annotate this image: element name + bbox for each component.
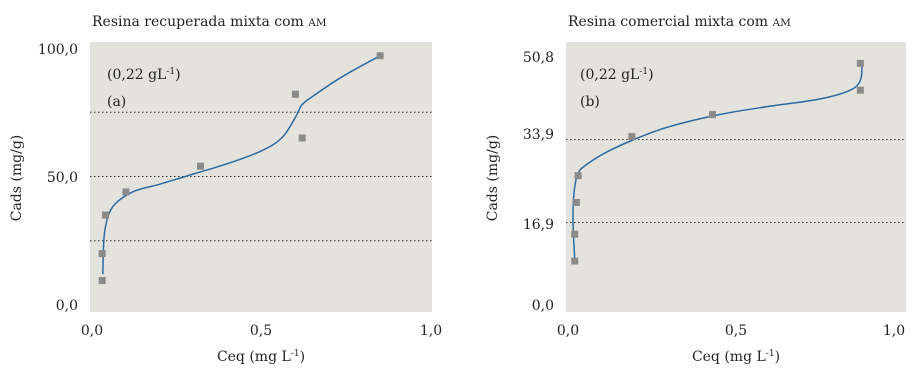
y-tick-left-50: 50,0 bbox=[47, 170, 78, 186]
fit-curve-left bbox=[102, 55, 381, 275]
x-tick-left-1: 1,0 bbox=[420, 323, 442, 339]
data-point-left-0 bbox=[98, 277, 106, 285]
plot-area-right bbox=[566, 42, 906, 312]
chart-right: Resina comercial mixta com AM (0,22 gL-1… bbox=[485, 14, 906, 365]
data-point-right-5 bbox=[708, 111, 716, 119]
data-points-left bbox=[98, 52, 384, 285]
concentration-label-left: (0,22 gL-1) bbox=[107, 67, 181, 83]
y-axis-label-right: Cads (mg/g) bbox=[485, 135, 501, 222]
x-tick-right-1: 1,0 bbox=[883, 323, 905, 339]
data-point-right-3 bbox=[574, 172, 582, 180]
data-point-left-5 bbox=[291, 90, 299, 98]
chart-right-title: Resina comercial mixta com AM bbox=[568, 14, 791, 30]
data-points-right bbox=[571, 59, 864, 265]
data-point-left-4 bbox=[196, 162, 204, 170]
y-tick-left-100: 100,0 bbox=[38, 42, 78, 58]
data-point-left-2 bbox=[102, 211, 110, 219]
data-point-left-6 bbox=[298, 134, 306, 142]
concentration-label-right: (0,22 gL-1) bbox=[580, 67, 654, 83]
chart-left: Resina recuperada mixta com AM (0,22 gL-… bbox=[9, 14, 442, 365]
y-tick-right-339: 33,9 bbox=[523, 127, 554, 143]
data-point-left-1 bbox=[98, 250, 106, 258]
y-tick-left-0: 0,0 bbox=[56, 298, 78, 314]
x-tick-right-0: 0,0 bbox=[557, 323, 579, 339]
x-tick-left-0: 0,0 bbox=[81, 323, 103, 339]
chart-left-title: Resina recuperada mixta com AM bbox=[92, 14, 327, 30]
data-point-right-2 bbox=[572, 198, 580, 206]
y-axis-label-left: Cads (mg/g) bbox=[9, 135, 25, 222]
data-point-left-3 bbox=[122, 188, 130, 196]
fit-curve-right bbox=[572, 65, 863, 259]
y-tick-right-169: 16,9 bbox=[523, 217, 554, 233]
x-axis-label-right: Ceq (mg L-1) bbox=[692, 349, 780, 365]
data-point-right-0 bbox=[571, 257, 579, 265]
y-tick-right-508: 50,8 bbox=[523, 50, 554, 66]
data-point-left-7 bbox=[376, 52, 384, 60]
x-tick-right-05: 0,5 bbox=[725, 323, 747, 339]
panel-label-a: (a) bbox=[107, 94, 126, 110]
gridlines-right bbox=[566, 139, 906, 223]
y-tick-right-0: 0,0 bbox=[532, 298, 554, 314]
data-point-right-7 bbox=[856, 86, 864, 94]
gridlines-left bbox=[90, 111, 432, 242]
x-tick-left-05: 0,5 bbox=[250, 323, 272, 339]
data-point-right-6 bbox=[856, 59, 864, 67]
x-axis-label-left: Ceq (mg L-1) bbox=[217, 349, 305, 365]
panel-label-b: (b) bbox=[580, 94, 600, 110]
data-point-right-4 bbox=[628, 133, 636, 141]
data-point-right-1 bbox=[571, 230, 579, 238]
